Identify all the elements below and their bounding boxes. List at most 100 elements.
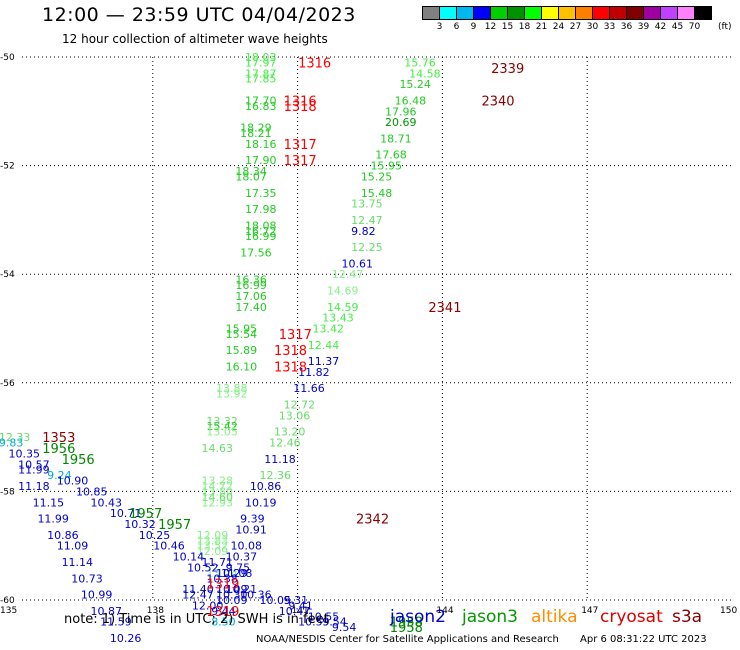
swh-value: 11.08 <box>221 567 253 580</box>
y-tick-label: -56 <box>0 379 15 389</box>
pass-time-label: 1318 <box>274 361 307 376</box>
swh-value: 8.50 <box>211 616 236 629</box>
swh-value: 17.98 <box>245 203 277 216</box>
pass-time-labels: 1316131613181317131713171318131813191319… <box>42 56 524 636</box>
swh-value: 16.72 <box>245 225 277 238</box>
swh-value: 10.09 <box>216 594 248 607</box>
swh-value: 11.99 <box>37 513 69 526</box>
pass-time-label: 2340 <box>481 94 514 109</box>
swh-value: 13.20 <box>274 426 306 439</box>
swh-value: 12.36 <box>259 469 291 482</box>
swh-value: 12.72 <box>284 399 316 412</box>
swh-value: 10.86 <box>250 480 282 493</box>
swh-value: 20.69 <box>385 116 417 129</box>
y-tick-label: -58 <box>0 487 15 497</box>
swh-value: 17.87 <box>245 67 277 80</box>
swh-value: 18.29 <box>240 122 272 135</box>
swh-value: 11.14 <box>62 556 94 569</box>
legend-label: 70 <box>688 22 701 32</box>
pass-time-label: 1958 <box>390 621 423 636</box>
swh-value: 15.89 <box>226 344 258 357</box>
swh-value: 13.75 <box>351 198 383 211</box>
pass-time-label: 1316 <box>298 56 331 71</box>
swh-value: 12.46 <box>269 437 301 450</box>
credit-text: NOAA/NESDIS Center for Satellite Applica… <box>256 634 559 645</box>
swh-value: 10.25 <box>139 529 171 542</box>
swh-value: 10.14 <box>173 551 205 564</box>
pass-time-label: 1956 <box>42 442 75 457</box>
swh-value: 13.92 <box>216 388 248 401</box>
satellite-name: jason2 <box>390 607 446 627</box>
legend-label: 42 <box>654 22 667 32</box>
swh-value: 10.73 <box>71 572 103 585</box>
pass-time-label: 1318 <box>274 344 307 359</box>
page-subtitle: 12 hour collection of altimeter wave hei… <box>62 32 328 46</box>
swh-value: 9.75 <box>226 561 251 574</box>
swh-value: 15.95 <box>370 160 402 173</box>
pass-time-label: 1957 <box>158 518 191 533</box>
swh-value: 18.07 <box>235 170 266 183</box>
swh-value: 10.91 <box>235 523 266 536</box>
legend-label: 39 <box>637 22 650 32</box>
swh-value: 14.63 <box>202 442 234 455</box>
pass-time-label: 2341 <box>428 301 461 316</box>
legend-label: 45 <box>671 22 684 32</box>
swh-value: 9.39 <box>240 513 265 526</box>
color-scale-unit: (ft) <box>718 22 732 32</box>
swh-value: 15.42 <box>206 420 238 433</box>
swh-value: 10.90 <box>57 475 89 488</box>
swh-value: 13.52 <box>197 540 229 553</box>
legend-label: 9 <box>470 22 477 32</box>
swh-value: 10.86 <box>47 529 79 542</box>
swh-value: 17.68 <box>375 149 407 162</box>
swh-value: 11.66 <box>293 382 325 395</box>
y-tick-label: -50 <box>0 53 15 63</box>
swh-value: 11.99 <box>18 464 49 477</box>
swh-value: 9.24 <box>47 469 72 482</box>
swh-value: 9.54 <box>332 621 357 634</box>
swh-value: 18.16 <box>245 138 277 151</box>
swh-value: 9.54 <box>322 616 347 629</box>
pass-time-label: 1317 <box>279 328 312 343</box>
legend-label: 30 <box>586 22 599 32</box>
legend-label: 12 <box>484 22 497 32</box>
swh-value: 12.44 <box>308 339 340 352</box>
swh-value: 13.32 <box>206 415 238 428</box>
swh-value: 11.15 <box>33 496 65 509</box>
swh-value: 10.55 <box>308 610 340 623</box>
pass-time-label: 1316 <box>284 94 317 109</box>
swh-value: 10.26 <box>110 632 142 645</box>
satellite-name: s3a <box>672 607 703 627</box>
swh-value: 17.97 <box>245 56 277 69</box>
swh-value: 12.93 <box>202 496 234 509</box>
swh-value: 15.76 <box>404 56 436 69</box>
swh-value: 10.47 <box>279 605 311 618</box>
axis-tick-labels: 135 138 141 144 147 150 -50 -52 -54 -56 -58 -60 <box>0 53 737 616</box>
swh-value: 14.59 <box>327 301 359 314</box>
swh-value: 13.83 <box>197 534 229 547</box>
grid-lines <box>22 56 732 601</box>
swh-value: 15.54 <box>226 328 258 341</box>
swh-value: 10.35 <box>8 447 40 460</box>
swh-value: 10.87 <box>91 605 123 618</box>
legend-label: 3 <box>436 22 443 32</box>
swh-value: 16.36 <box>235 274 266 287</box>
swh-value: 17.85 <box>245 73 277 86</box>
swh-value: 10.57 <box>18 458 49 471</box>
legend-label: 21 <box>535 22 548 32</box>
swh-value: 12.47 <box>332 268 364 281</box>
swh-value: 18.08 <box>245 219 277 232</box>
pass-time-label: 1319 <box>206 578 239 593</box>
swh-value: 17.40 <box>235 301 266 314</box>
pass-time-label: 1958 <box>390 616 423 631</box>
swh-value: 13.88 <box>216 382 248 395</box>
swh-value: 11.71 <box>202 556 234 569</box>
swh-value: 10.29 <box>216 567 248 580</box>
legend-label: 36 <box>620 22 633 32</box>
x-tick-label: 138 <box>147 606 164 616</box>
swh-value: 11.18 <box>18 480 49 493</box>
swh-value: 9.83 <box>0 437 23 450</box>
swh-value: 18.34 <box>235 165 266 178</box>
swh-value: 10.37 <box>226 551 258 564</box>
